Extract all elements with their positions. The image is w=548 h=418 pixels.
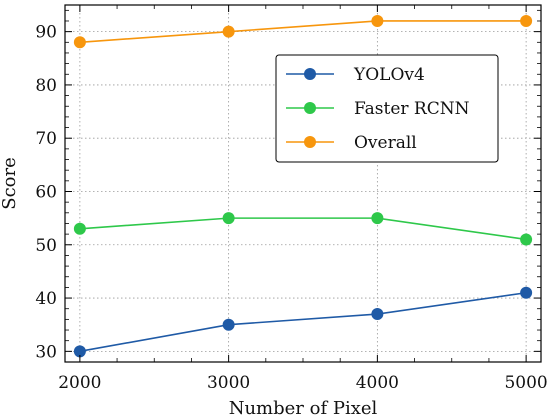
data-point-yolov4 [73, 345, 86, 358]
x-tick-label: 2000 [58, 373, 101, 393]
data-point-overall [520, 14, 533, 27]
x-tick-label: 5000 [504, 373, 547, 393]
legend-marker-faster-rcnn [304, 102, 316, 114]
legend-label-overall: Overall [354, 133, 417, 153]
ticks: 2000 3000 4000 5000 30 40 50 60 70 80 90 [35, 5, 548, 393]
legend-marker-overall [304, 136, 316, 148]
y-tick-label: 50 [35, 236, 57, 256]
data-point-yolov4 [222, 318, 235, 331]
y-axis-label: Score [0, 157, 20, 210]
series-line-yolov4 [79, 291, 527, 353]
series-line-faster-rcnn [79, 217, 527, 241]
legend-marker-yolov4 [304, 68, 316, 80]
y-tick-label: 80 [35, 76, 57, 96]
data-point-faster-rcnn [520, 233, 533, 246]
x-tick-label: 3000 [207, 373, 250, 393]
legend-label-yolov4: YOLOv4 [353, 65, 425, 85]
data-point-yolov4 [371, 308, 384, 321]
legend-box [275, 54, 499, 163]
data-point-faster-rcnn [371, 212, 384, 225]
y-tick-label: 60 [35, 182, 57, 202]
data-point-overall [73, 36, 86, 49]
x-axis-label: Number of Pixel [229, 398, 378, 418]
y-tick-label: 30 [35, 342, 57, 362]
series-layer [73, 14, 533, 358]
legend: YOLOv4 Faster RCNN Overall [275, 54, 499, 163]
data-point-faster-rcnn [222, 212, 235, 225]
data-point-overall [371, 14, 384, 27]
data-point-faster-rcnn [73, 222, 86, 235]
y-tick-label: 40 [35, 289, 57, 309]
legend-label-faster-rcnn: Faster RCNN [354, 99, 470, 119]
x-tick-label: 4000 [356, 373, 399, 393]
series-line-overall [79, 20, 527, 44]
y-tick-label: 90 [35, 23, 57, 43]
y-tick-label: 70 [35, 129, 57, 149]
data-point-yolov4 [520, 286, 533, 299]
data-point-overall [222, 25, 235, 38]
